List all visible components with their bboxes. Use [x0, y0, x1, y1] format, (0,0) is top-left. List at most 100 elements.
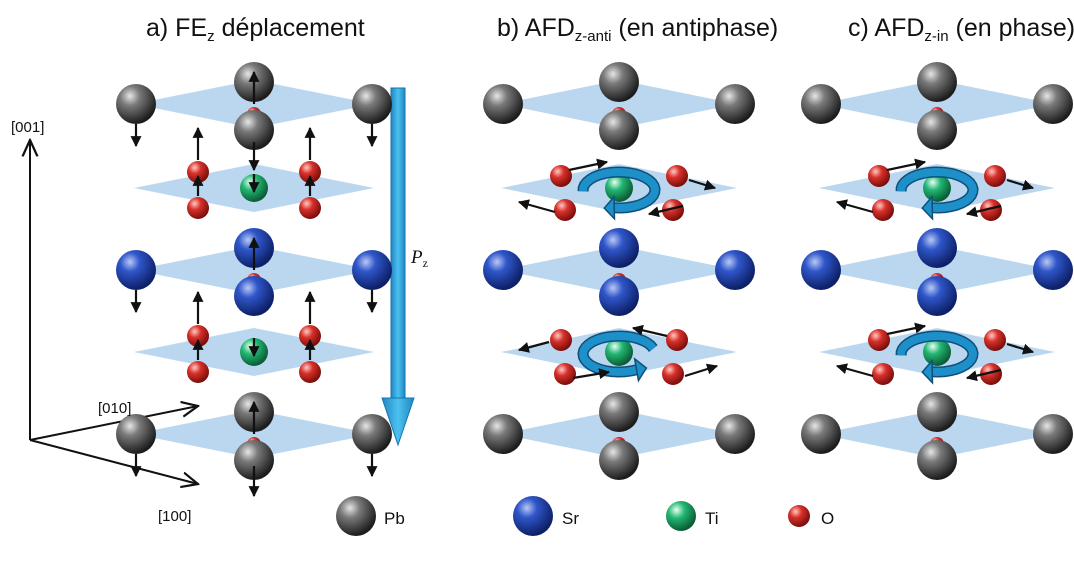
atomic-plane	[501, 410, 737, 458]
axes	[30, 140, 198, 484]
lead-atom	[715, 84, 755, 124]
rotation-arrow-head	[921, 358, 934, 385]
legend-sr-label: Sr	[562, 509, 579, 528]
strontium-atom	[352, 250, 392, 290]
polarization-label: Pz	[411, 247, 428, 270]
displacement-arrow	[631, 324, 668, 338]
titanium-atom	[923, 174, 951, 202]
displacement-arrow	[517, 340, 550, 353]
lead-atom	[234, 440, 274, 480]
axis-001-label: [001]	[11, 119, 45, 136]
legend-ti-label: Ti	[705, 509, 719, 528]
lead-atom	[801, 84, 841, 124]
oxygen-atom	[666, 329, 688, 351]
strontium-atom	[483, 250, 523, 290]
lead-atom	[599, 110, 639, 150]
panel-title-a: a) FEz déplacement	[146, 14, 365, 45]
lead-atom	[917, 440, 957, 480]
lead-atom	[352, 84, 392, 124]
panel-c-structure	[801, 62, 1073, 480]
displacement-arrow	[886, 322, 927, 336]
displacement-arrow	[684, 363, 719, 378]
legend-o-label: O	[821, 509, 835, 528]
oxygen-atom	[554, 199, 576, 221]
polarization-arrow	[381, 87, 415, 447]
lead-atom	[483, 414, 523, 454]
atomic-plane	[819, 80, 1055, 128]
lead-atom	[234, 110, 274, 150]
rotation-arrow	[897, 167, 978, 213]
oxygen-atom	[550, 165, 572, 187]
displacement-arrow	[835, 199, 874, 214]
axis-100-line	[29, 439, 198, 484]
oxygen-atom	[299, 197, 321, 219]
lead-atom	[801, 414, 841, 454]
oxygen-atom	[666, 165, 688, 187]
rotation-arrow	[579, 167, 660, 213]
panel-a-structure	[116, 62, 392, 498]
axis-010-line	[29, 406, 198, 441]
strontium-atom	[599, 228, 639, 268]
rotation-arrow	[897, 331, 978, 377]
oxygen-atom	[872, 363, 894, 385]
lead-atom	[1033, 414, 1073, 454]
oxygen-atom	[868, 329, 890, 351]
oxygen-atom	[299, 361, 321, 383]
lead-atom	[917, 110, 957, 150]
atomic-plane	[819, 246, 1055, 294]
strontium-atom	[599, 276, 639, 316]
oxygen-atom	[980, 363, 1002, 385]
displacement-arrow	[517, 199, 556, 214]
displacement-arrow	[886, 158, 927, 172]
legend-ti-icon	[666, 501, 696, 531]
oxygen-atom	[554, 363, 576, 385]
displacement-arrow	[688, 178, 717, 191]
atomic-plane	[819, 410, 1055, 458]
legend-pb-icon	[336, 496, 376, 536]
oxygen-atom	[872, 199, 894, 221]
panel-b-structure	[483, 62, 755, 480]
displacement-arrow	[572, 368, 611, 380]
lead-atom	[917, 62, 957, 102]
legend-sr-icon	[513, 496, 553, 536]
lead-atom	[599, 392, 639, 432]
strontium-atom	[917, 276, 957, 316]
strontium-atom	[1033, 250, 1073, 290]
rotation-arrow-head	[921, 194, 934, 221]
axis-100-label: [100]	[158, 508, 192, 525]
lead-atom	[599, 62, 639, 102]
oxygen-atom	[187, 197, 209, 219]
lead-atom	[917, 392, 957, 432]
strontium-atom	[715, 250, 755, 290]
strontium-atom	[917, 228, 957, 268]
oxygen-atom	[662, 199, 684, 221]
displacement-arrow	[568, 158, 609, 172]
strontium-atom	[234, 276, 274, 316]
displacement-arrow	[1006, 178, 1035, 191]
titanium-atom	[605, 174, 633, 202]
oxygen-atom	[868, 165, 890, 187]
axis-010-label: [010]	[98, 400, 132, 417]
lead-atom	[352, 414, 392, 454]
atomic-plane	[501, 80, 737, 128]
oxygen-atom	[984, 165, 1006, 187]
atomic-plane	[501, 246, 737, 294]
lead-atom	[715, 414, 755, 454]
strontium-atom	[116, 250, 156, 290]
displacement-arrow	[835, 363, 874, 378]
oxygen-atom	[984, 329, 1006, 351]
legend	[336, 496, 810, 536]
titanium-atom	[605, 338, 633, 366]
legend-pb-label: Pb	[384, 509, 405, 528]
displacement-arrow	[965, 204, 1002, 218]
displacement-arrow	[1006, 342, 1035, 355]
lead-atom	[1033, 84, 1073, 124]
oxygen-atom	[980, 199, 1002, 221]
panel-title-c: c) AFDz-in (en phase)	[848, 14, 1074, 45]
titanium-atom	[923, 338, 951, 366]
lead-atom	[116, 84, 156, 124]
panel-title-b: b) AFDz-anti (en antiphase)	[497, 14, 779, 45]
legend-o-icon	[788, 505, 810, 527]
rotation-arrow-head	[603, 194, 616, 221]
